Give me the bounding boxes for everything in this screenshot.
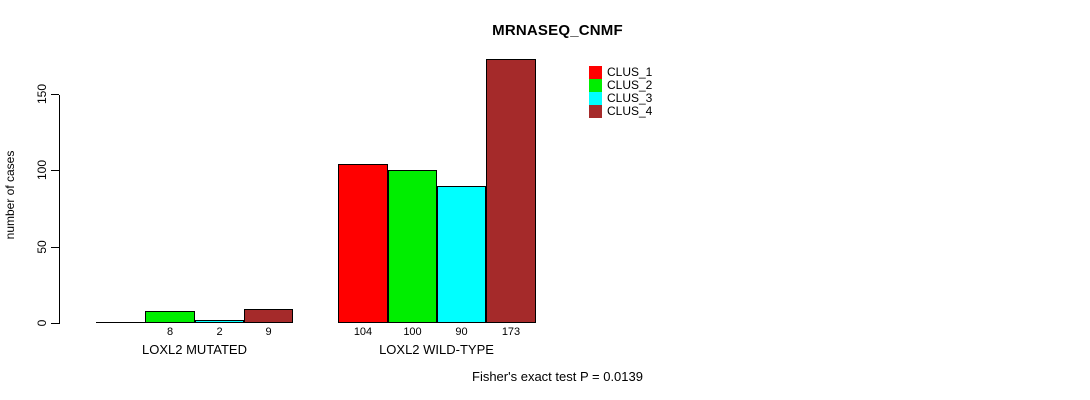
legend-swatch <box>589 66 602 79</box>
legend-swatch <box>589 92 602 105</box>
group-label: LOXL2 MUTATED <box>142 342 247 357</box>
group-label: LOXL2 WILD-TYPE <box>379 342 494 357</box>
legend-item: CLUS_1 <box>589 66 652 79</box>
bar-value-label: 2 <box>216 326 223 338</box>
bar-value-label: 9 <box>265 326 272 338</box>
chart-title: MRNASEQ_CNMF <box>492 22 623 39</box>
legend-label: CLUS_2 <box>607 78 653 92</box>
legend-item: CLUS_3 <box>589 92 652 105</box>
legend-swatch <box>589 105 602 118</box>
y-tick <box>51 94 59 95</box>
y-tick-label: 0 <box>35 319 49 327</box>
bar <box>388 170 437 323</box>
y-tick-label: 100 <box>35 159 49 181</box>
legend: CLUS_1 CLUS_2 CLUS_3 CLUS_4 <box>589 66 652 118</box>
bar-value-label: 104 <box>353 326 373 338</box>
bar <box>338 164 388 323</box>
bar-value-label: 100 <box>403 326 422 338</box>
bar-value-label: 90 <box>455 326 468 338</box>
y-tick <box>51 247 59 248</box>
y-tick <box>51 323 59 324</box>
legend-label: CLUS_3 <box>607 91 653 105</box>
bar <box>195 320 244 323</box>
bar-value-label: 173 <box>501 326 521 338</box>
y-axis-line <box>59 95 60 324</box>
bar <box>486 59 536 323</box>
footnote: Fisher's exact test P = 0.0139 <box>472 369 643 384</box>
y-tick <box>51 170 59 171</box>
y-tick-label: 50 <box>35 240 49 254</box>
legend-item: CLUS_2 <box>589 79 652 92</box>
bar-value-label: 8 <box>166 326 174 338</box>
bar <box>145 311 195 323</box>
bar <box>244 309 293 323</box>
legend-swatch <box>589 79 602 92</box>
legend-label: CLUS_1 <box>607 65 653 79</box>
legend-label: CLUS_4 <box>607 104 653 118</box>
bar <box>437 186 486 323</box>
legend-item: CLUS_4 <box>589 105 652 118</box>
bar <box>96 322 145 323</box>
y-tick-label: 150 <box>35 83 49 105</box>
y-axis-title: number of cases <box>3 150 17 240</box>
